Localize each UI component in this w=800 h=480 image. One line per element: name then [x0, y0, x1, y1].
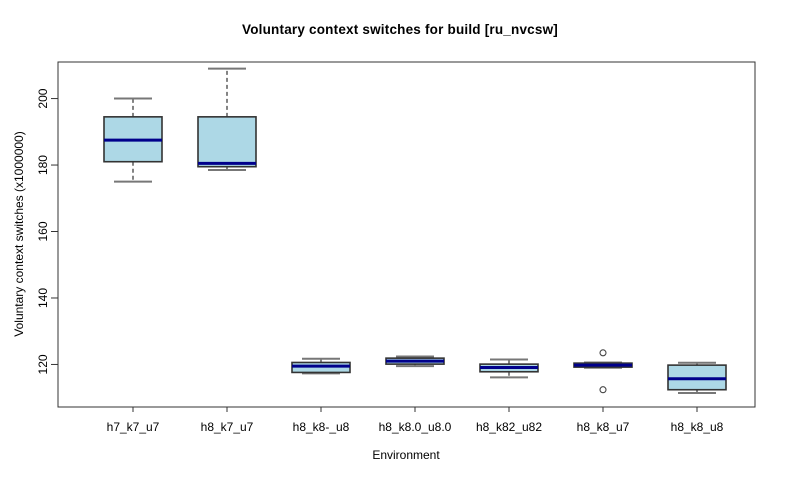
category-label-h8_k8.0_u8.0: h8_k8.0_u8.0 — [379, 420, 452, 434]
y-tick-label-120: 120 — [36, 354, 50, 374]
category-label-h7_k7_u7: h7_k7_u7 — [107, 420, 160, 434]
chart-title: Voluntary context switches for build [ru… — [242, 22, 558, 37]
box-h8_k7_u7 — [197, 116, 257, 168]
outlier-h8_k8_u7-0 — [599, 349, 607, 357]
plot-frame — [57, 61, 756, 408]
category-label-h8_k8-_u8: h8_k8-_u8 — [293, 420, 350, 434]
category-label-h8_k8_u7: h8_k8_u7 — [577, 420, 630, 434]
category-label-h8_k8_u8: h8_k8_u8 — [671, 420, 724, 434]
y-tick-label-160: 160 — [36, 221, 50, 241]
category-label-h8_k7_u7: h8_k7_u7 — [201, 420, 254, 434]
x-axis-label: Environment — [372, 448, 440, 462]
y-tick-label-200: 200 — [36, 88, 50, 108]
y-tick-label-140: 140 — [36, 288, 50, 308]
y-tick-label-180: 180 — [36, 155, 50, 175]
category-label-h8_k82_u82: h8_k82_u82 — [476, 420, 542, 434]
outlier-h8_k8_u7-1 — [599, 386, 607, 394]
